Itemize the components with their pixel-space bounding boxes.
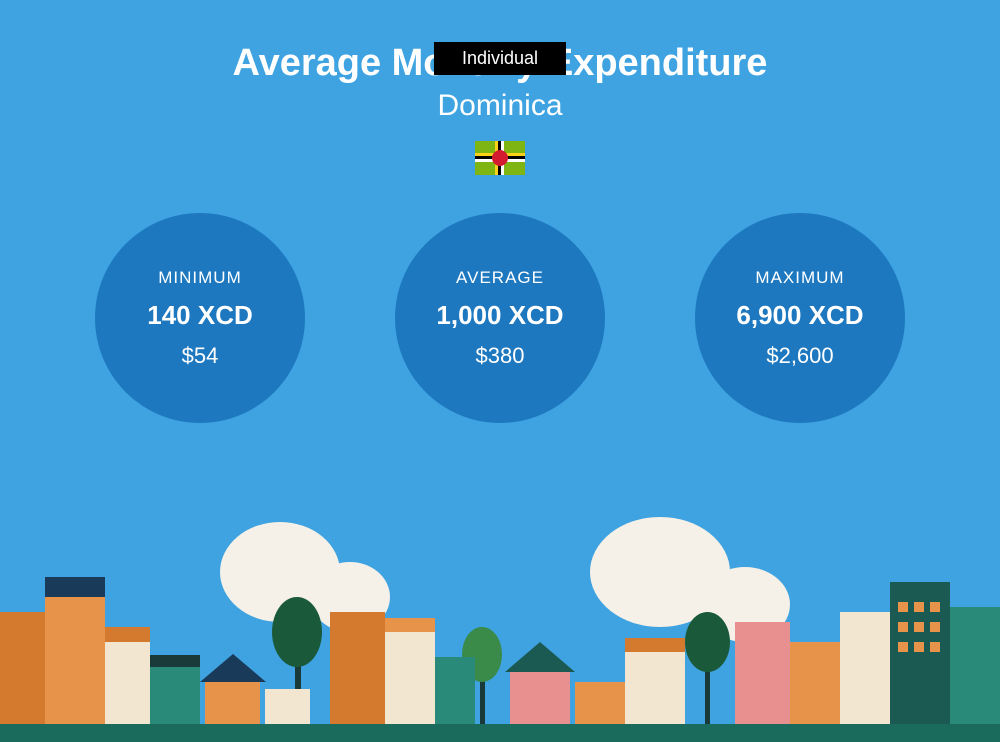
dominica-flag-icon bbox=[475, 141, 525, 175]
stat-usd: $54 bbox=[182, 343, 219, 369]
stat-usd: $2,600 bbox=[766, 343, 833, 369]
country-name: Dominica bbox=[0, 89, 1000, 123]
stats-row: MINIMUM 140 XCD $54 AVERAGE 1,000 XCD $3… bbox=[0, 213, 1000, 423]
stat-value: 1,000 XCD bbox=[436, 300, 563, 331]
badge-text: Individual bbox=[462, 48, 538, 68]
stat-circle-minimum: MINIMUM 140 XCD $54 bbox=[95, 213, 305, 423]
stat-circle-average: AVERAGE 1,000 XCD $380 bbox=[395, 213, 605, 423]
stat-value: 6,900 XCD bbox=[736, 300, 863, 331]
category-badge: Individual bbox=[434, 42, 566, 75]
cityscape-illustration bbox=[0, 512, 1000, 742]
stat-label: MAXIMUM bbox=[755, 268, 844, 288]
stat-value: 140 XCD bbox=[147, 300, 253, 331]
stat-label: AVERAGE bbox=[456, 268, 544, 288]
stat-circle-maximum: MAXIMUM 6,900 XCD $2,600 bbox=[695, 213, 905, 423]
stat-usd: $380 bbox=[476, 343, 525, 369]
stat-label: MINIMUM bbox=[158, 268, 241, 288]
